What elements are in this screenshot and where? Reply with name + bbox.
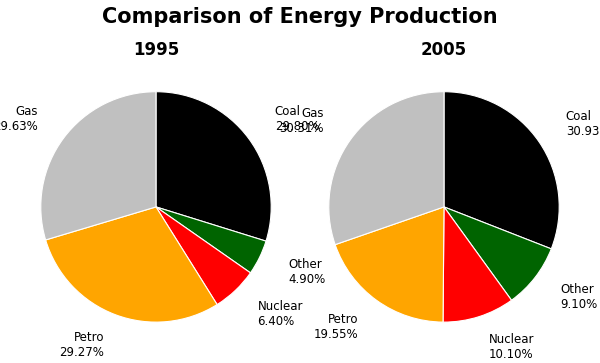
Text: Coal
29.80%: Coal 29.80% [275,106,319,134]
Wedge shape [329,92,444,245]
Wedge shape [41,92,156,240]
Title: 1995: 1995 [133,41,179,58]
Title: 2005: 2005 [421,41,467,58]
Wedge shape [443,207,512,322]
Text: Petro
29.27%: Petro 29.27% [59,331,104,359]
Wedge shape [46,207,217,322]
Text: Gas
30.31%: Gas 30.31% [280,107,324,135]
Wedge shape [335,207,444,322]
Text: Other
9.10%: Other 9.10% [560,283,598,311]
Wedge shape [156,207,250,305]
Wedge shape [444,207,551,300]
Wedge shape [156,92,271,241]
Text: Nuclear
6.40%: Nuclear 6.40% [257,300,303,328]
Text: Other
4.90%: Other 4.90% [289,258,326,286]
Text: Petro
19.55%: Petro 19.55% [313,313,358,341]
Text: Coal
30.93%: Coal 30.93% [566,110,600,138]
Text: Nuclear
10.10%: Nuclear 10.10% [489,333,535,362]
Text: Gas
29.63%: Gas 29.63% [0,105,38,133]
Text: Comparison of Energy Production: Comparison of Energy Production [102,7,498,27]
Wedge shape [444,92,559,249]
Wedge shape [156,207,266,273]
